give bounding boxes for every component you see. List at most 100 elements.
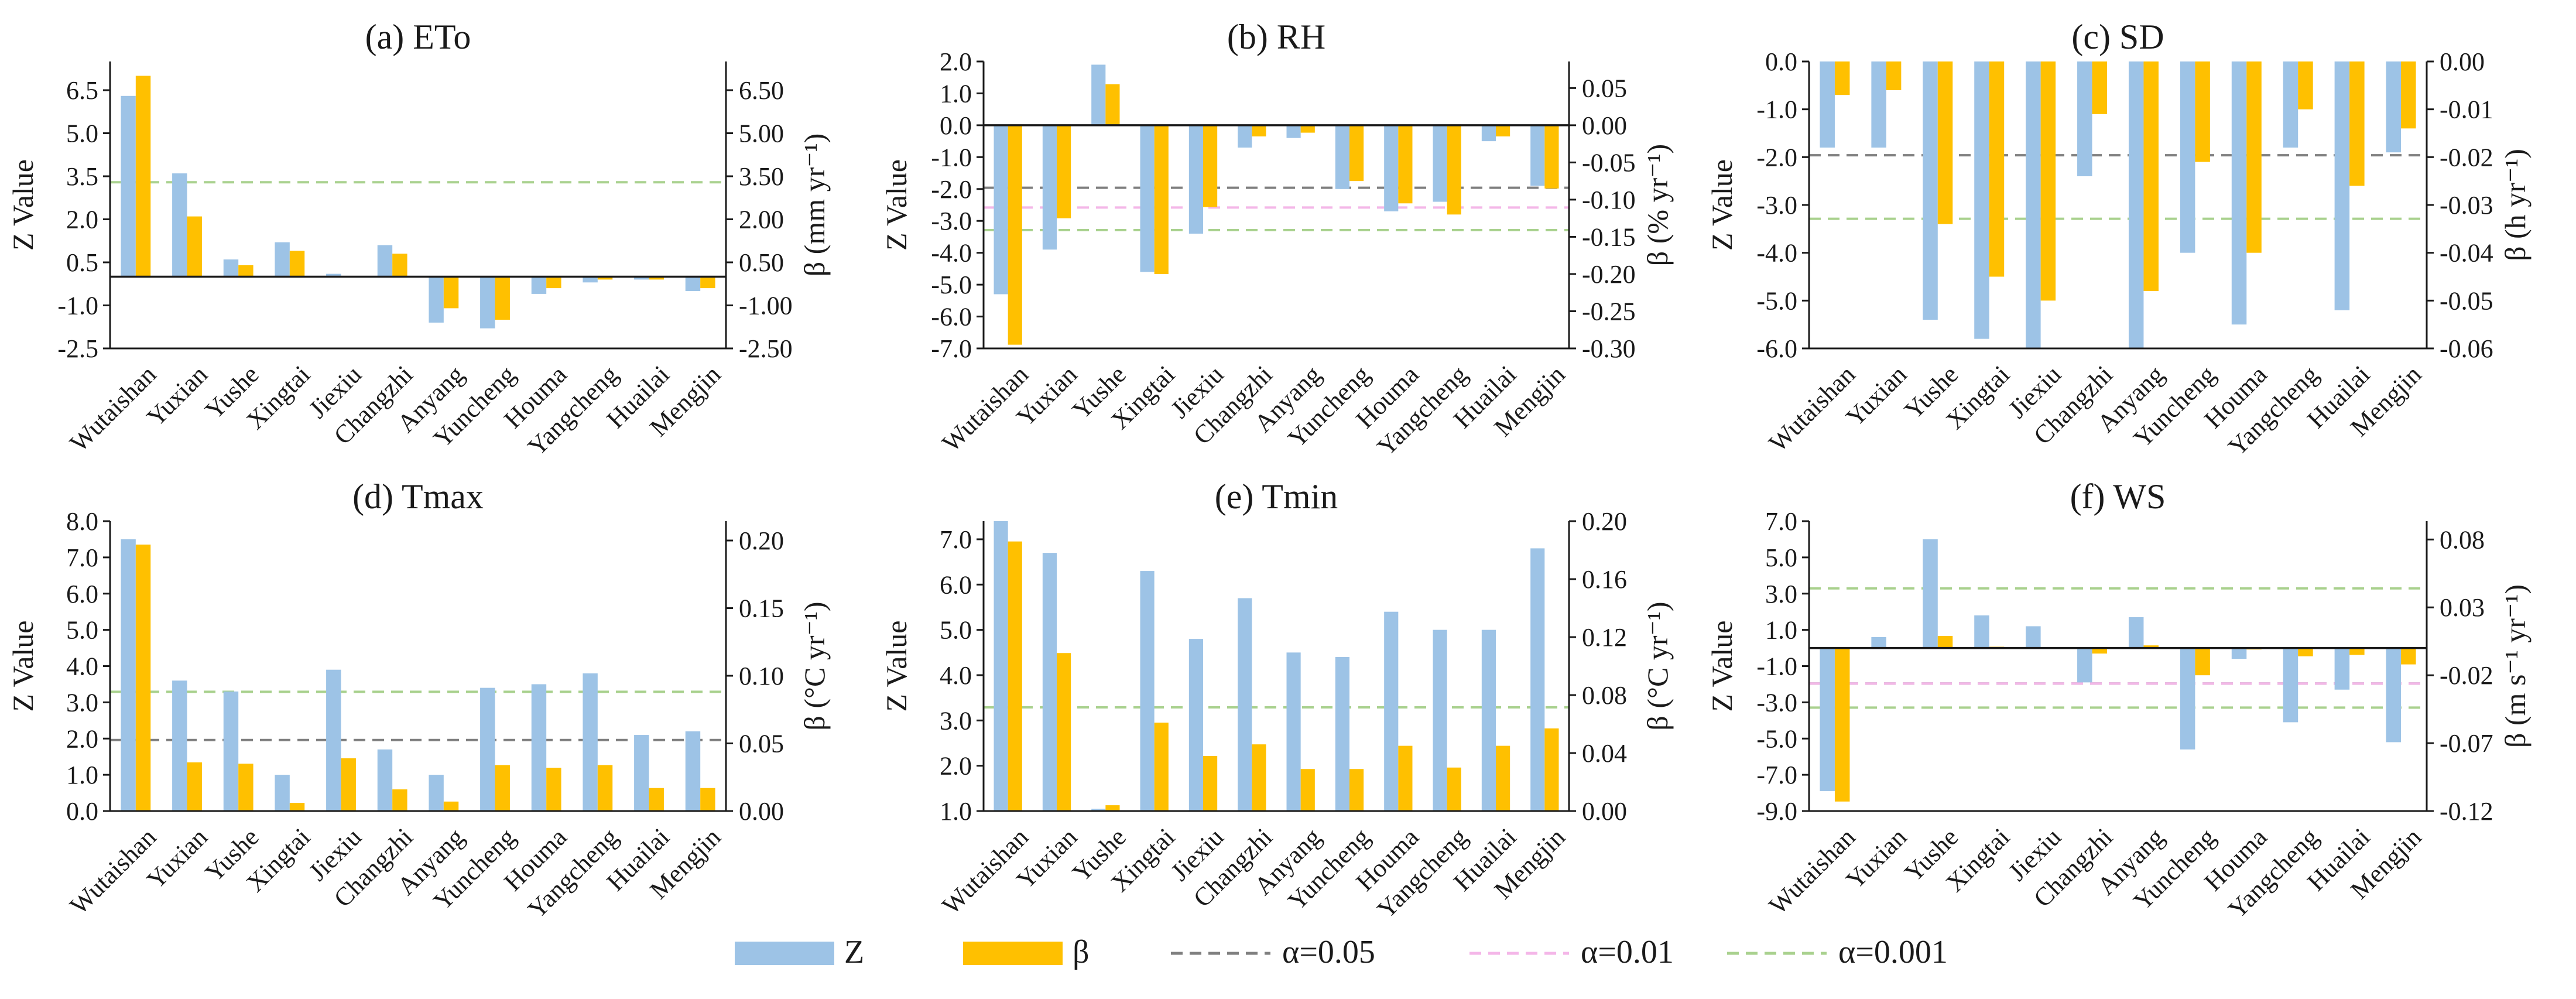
y2-tick-label: -0.02: [2440, 661, 2493, 690]
bar-z-huailai: [2334, 61, 2350, 310]
y-axis-title: Z Value: [1705, 159, 1738, 251]
y-tick-label: -1.0: [57, 292, 98, 320]
chart-panel-3: (c) SD -6.0 -5.0 -4.0 -3.0 -2.0 -1.0 0.0 -0.06 -0…: [1705, 18, 2532, 461]
y-tick-label: 8.0: [66, 507, 98, 536]
y2-tick-label: 0.20: [739, 526, 784, 555]
bar-z-changzhi: [377, 245, 393, 277]
y-tick-label: 2.0: [940, 752, 972, 781]
bar-beta-yuxian: [1057, 125, 1071, 218]
bar-z-xingtai: [1974, 615, 1989, 648]
y-tick-label: 6.0: [66, 580, 98, 608]
bar-z-yuncheng: [480, 687, 495, 811]
y-tick-label: 6.0: [940, 570, 972, 599]
y2-tick-label: 0.08: [1582, 681, 1627, 710]
y-axis-title: Z Value: [880, 159, 913, 251]
y-tick-label: 3.0: [1765, 580, 1797, 608]
y2-axis-title: β (m s⁻¹ yr⁻¹): [2499, 584, 2532, 748]
chart-panel-4: (d) Tmax 0.0 1.0 2.0 3.0 4.0 5.0 6.0 7.0 8.0 0.00 0…: [6, 477, 831, 924]
y2-tick-label: -0.20: [1582, 260, 1636, 289]
bar-beta-yangcheng: [1447, 767, 1461, 811]
bar-z-yuncheng: [480, 276, 495, 329]
y2-axis-title: β (mm yr⁻¹): [798, 134, 831, 277]
bar-beta-wutaishan: [135, 544, 151, 811]
y2-tick-label: -0.12: [2440, 797, 2493, 826]
y-tick-label: 2.0: [940, 47, 972, 76]
bar-beta-huailai: [2349, 61, 2365, 186]
bar-z-yangcheng: [1433, 629, 1447, 811]
y2-tick-label: 0.00: [2440, 47, 2485, 76]
y-tick-label: -6.0: [931, 303, 972, 331]
y-tick-label: 4.0: [66, 652, 98, 681]
bar-z-houma: [531, 276, 547, 294]
y-tick-label: -6.0: [1756, 334, 1797, 363]
chart-title: (d) Tmax: [352, 477, 484, 516]
y-axis-title: Z Value: [6, 159, 39, 251]
bar-z-mengjin: [2386, 61, 2402, 153]
y2-tick-label: 0.15: [739, 594, 784, 623]
y2-tick-label: 0.03: [2440, 593, 2485, 622]
y-tick-label: -1.0: [1756, 652, 1797, 681]
bar-z-yushe: [1923, 539, 1938, 648]
bar-z-mengjin: [2386, 648, 2402, 743]
y2-tick-label: 0.00: [739, 797, 784, 826]
bar-beta-yushe: [1937, 61, 1953, 224]
bar-z-yuncheng: [2180, 61, 2195, 253]
y-tick-label: 0.0: [1765, 47, 1797, 76]
bar-z-anyang: [2128, 61, 2144, 348]
bar-z-jiexiu: [1188, 639, 1203, 811]
bar-z-yushe: [1091, 809, 1106, 811]
y2-tick-label: 0.04: [1582, 739, 1627, 768]
bar-z-huailai: [634, 735, 649, 811]
bar-z-mengjin: [685, 731, 701, 811]
y2-tick-label: -0.30: [1582, 334, 1636, 363]
bar-z-houma: [1384, 125, 1399, 211]
bar-beta-changzhi: [392, 789, 407, 811]
y-tick-label: -7.0: [1756, 761, 1797, 789]
bar-beta-yangcheng: [597, 765, 613, 811]
bar-z-yangcheng: [1433, 125, 1447, 202]
y2-tick-label: -2.50: [739, 334, 793, 363]
bar-beta-mengjin: [2401, 648, 2416, 665]
bar-z-xingtai: [1140, 571, 1155, 811]
bar-beta-huailai: [649, 276, 664, 280]
bar-beta-yuncheng: [1349, 125, 1364, 182]
chart-panel-2: (b) RH -7.0 -6.0 -5.0 -4.0 -3.0 -2.0 -1.0 0.0 1.0…: [880, 18, 1674, 461]
bar-z-wutaishan: [994, 125, 1008, 295]
bar-beta-yushe: [238, 764, 254, 811]
bar-beta-jiexiu: [2040, 61, 2056, 301]
bar-z-yushe: [223, 259, 239, 277]
y-axis-title: Z Value: [6, 621, 39, 712]
y2-tick-label: 0.00: [1582, 111, 1627, 140]
y-tick-label: 2.0: [66, 206, 98, 234]
bar-beta-houma: [546, 768, 561, 811]
bar-z-xingtai: [1140, 125, 1155, 272]
bar-beta-jiexiu: [1203, 755, 1218, 811]
chart-panel-1: (a) ETo -2.5 -1.0 0.5 2.0 3.5 5.0 6.5 -2.50 -1.00…: [6, 18, 831, 461]
y-tick-label: 1.0: [66, 761, 98, 789]
bar-beta-xingtai: [1154, 125, 1169, 274]
y2-tick-label: 0.08: [2440, 525, 2485, 554]
y-tick-label: 1.0: [940, 797, 972, 826]
bar-beta-yangcheng: [2298, 648, 2313, 656]
bar-z-jiexiu: [2026, 626, 2041, 648]
bar-beta-houma: [1398, 125, 1413, 204]
y2-tick-label: -0.15: [1582, 223, 1636, 251]
bar-beta-yangcheng: [1447, 125, 1461, 215]
y-tick-label: -2.5: [57, 334, 98, 363]
bar-z-yuxian: [172, 173, 187, 277]
legend-beta-swatch: [963, 942, 1063, 965]
y-tick-label: -1.0: [931, 143, 972, 172]
bar-beta-wutaishan: [1834, 61, 1850, 95]
y-tick-label: -4.0: [931, 239, 972, 268]
chart-title: (f) WS: [2070, 477, 2166, 516]
bar-z-jiexiu: [1188, 125, 1203, 234]
y2-tick-label: 0.05: [739, 730, 784, 758]
bar-beta-wutaishan: [1008, 125, 1022, 345]
y-tick-label: 7.0: [1765, 507, 1797, 536]
y2-tick-label: -0.07: [2440, 729, 2493, 758]
y-tick-label: -4.0: [1756, 239, 1797, 268]
y-tick-label: 3.0: [940, 706, 972, 735]
y2-tick-label: 6.50: [739, 76, 784, 105]
y-tick-label: -3.0: [1756, 191, 1797, 220]
